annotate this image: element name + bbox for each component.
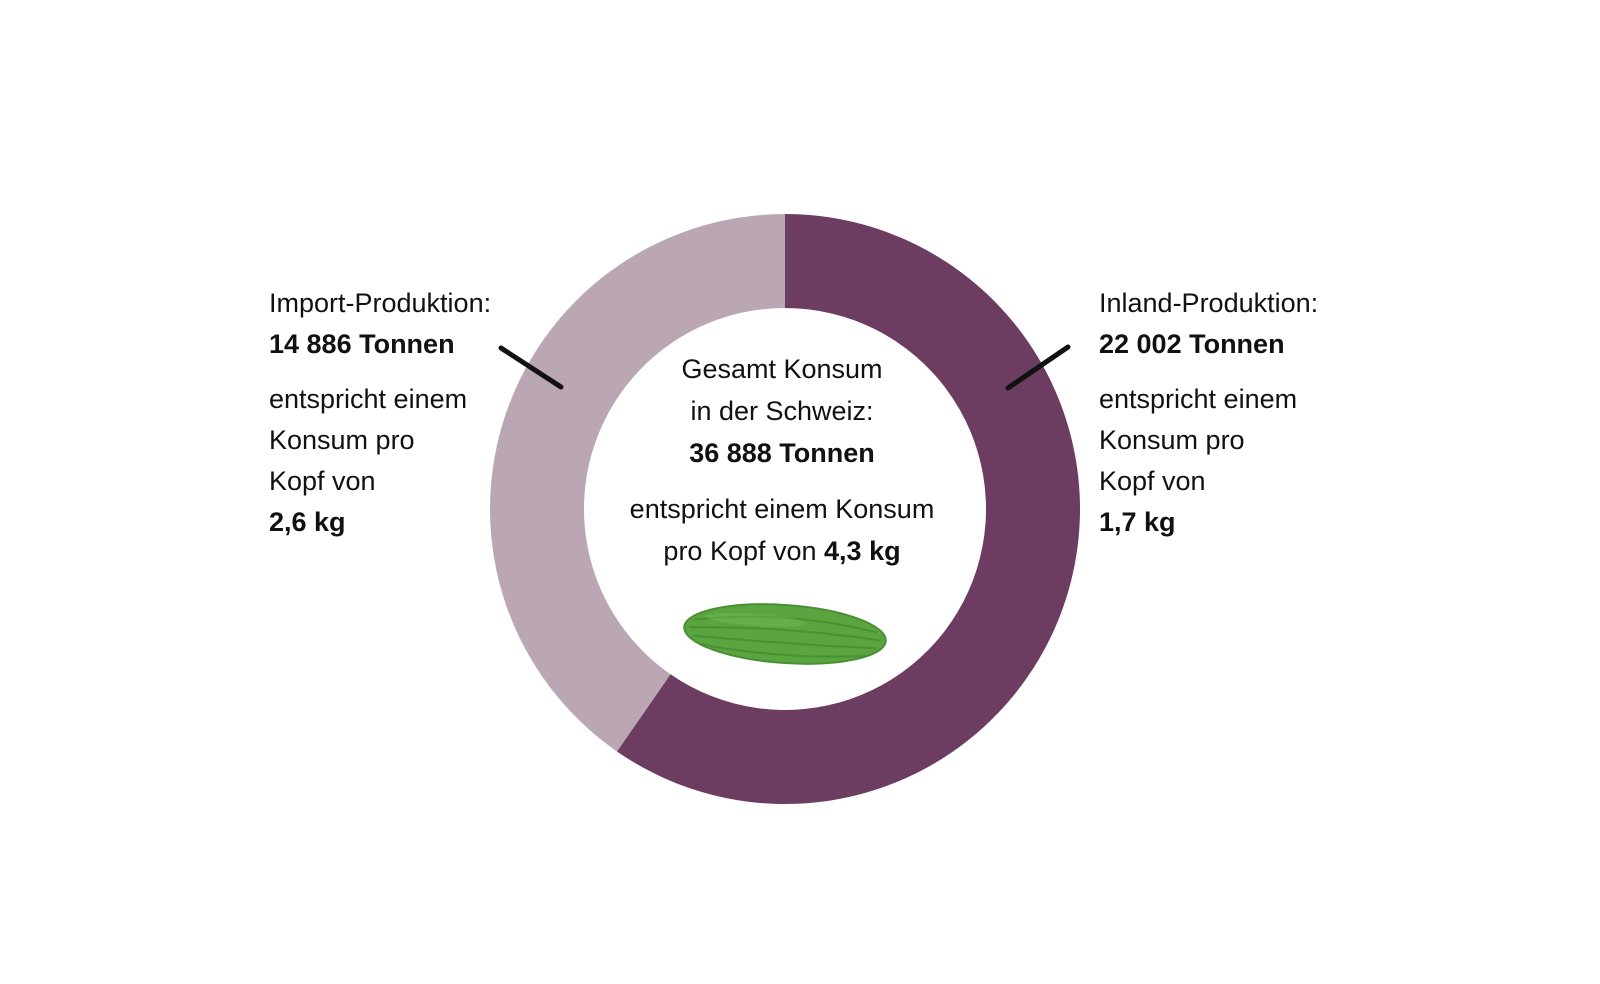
inland-amount: 22 002 Tonnen <box>1099 329 1285 359</box>
import-line-3: Kopf von <box>269 466 376 496</box>
total-summary: Gesamt Konsum in der Schweiz: 36 888 Ton… <box>588 348 976 572</box>
leader-line-import <box>498 345 564 390</box>
donut-slice-import-produktion <box>490 214 785 752</box>
inland-line-2: Konsum pro <box>1099 425 1245 455</box>
inland-label: Inland-Produktion: 22 002 Tonnen entspri… <box>1099 283 1318 543</box>
inland-line-3: Kopf von <box>1099 466 1206 496</box>
total-line-4-prefix: pro Kopf von <box>663 536 825 566</box>
cucumber-icon <box>683 603 887 665</box>
inland-line-1: entspricht einem <box>1099 384 1298 414</box>
inland-heading: Inland-Produktion: <box>1099 288 1319 318</box>
import-amount: 14 886 Tonnen <box>269 329 455 359</box>
import-line-2: Konsum pro <box>269 425 415 455</box>
donut-slice-inland-produktion <box>616 214 1080 805</box>
import-per-capita: 2,6 kg <box>269 507 346 537</box>
import-heading: Import-Produktion: <box>269 288 492 318</box>
import-label: Import-Produktion: 14 886 Tonnen entspri… <box>269 283 491 543</box>
total-line-4: pro Kopf von 4,3 kg <box>588 530 976 572</box>
leader-line-inland <box>1005 344 1071 391</box>
total-line-3: entspricht einem Konsum <box>629 494 935 524</box>
total-line-2: in der Schweiz: <box>690 396 874 426</box>
inland-per-capita: 1,7 kg <box>1099 507 1176 537</box>
import-line-1: entspricht einem <box>269 384 468 414</box>
total-amount: 36 888 Tonnen <box>689 438 875 468</box>
total-line-1: Gesamt Konsum <box>681 354 883 384</box>
total-per-capita: 4,3 kg <box>824 536 901 566</box>
